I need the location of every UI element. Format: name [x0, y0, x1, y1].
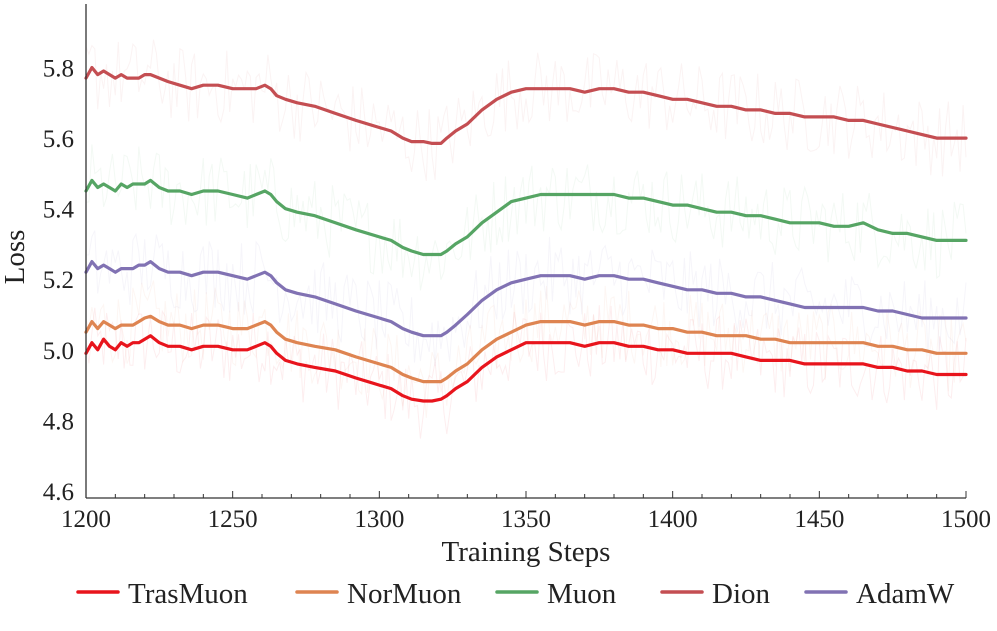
x-tick-label: 1450	[794, 506, 844, 533]
x-tick-label: 1500	[941, 506, 991, 533]
legend-label-trasmuon: TrasMuon	[128, 578, 248, 610]
x-axis-title: Training Steps	[442, 536, 611, 568]
axes-layer: 1200 1250 1300 1350 1400 1450 1500 4.6 4.8 5.0 5.…	[0, 4, 991, 568]
series-line-trasmuon	[84, 334, 968, 403]
x-tick-label: 1250	[208, 506, 258, 533]
y-axis-title: Loss	[0, 230, 31, 285]
legend-label-normuon: NorMuon	[347, 578, 462, 610]
legend-label-dion: Dion	[712, 578, 771, 610]
raw-trace-muon	[85, 144, 967, 291]
y-tick-label: 5.2	[43, 267, 74, 294]
y-tick-label: 5.6	[43, 126, 74, 153]
x-tick-label: 1200	[61, 506, 111, 533]
y-tick-label: 4.6	[43, 479, 74, 506]
series-line-normuon	[84, 314, 968, 384]
raw-trace-adamw	[85, 230, 967, 367]
y-tick-label: 5.4	[43, 197, 75, 224]
raw-trace-normuon	[85, 280, 967, 418]
y-tick-label: 5.8	[43, 56, 74, 83]
y-tick-label: 5.0	[43, 338, 74, 365]
y-ticks: 4.6 4.8 5.0 5.2 5.4 5.6 5.8	[43, 56, 75, 506]
noise-layer	[85, 39, 967, 439]
legend-label-muon: Muon	[547, 578, 617, 610]
x-tick-label: 1350	[501, 506, 551, 533]
x-ticks: 1200 1250 1300 1350 1400 1450 1500	[61, 491, 991, 533]
x-tick-label: 1300	[354, 506, 404, 533]
legend: TrasMuon NorMuon Muon Dion AdamW	[76, 578, 955, 610]
series-line-muon	[84, 178, 968, 257]
x-tick-label: 1400	[648, 506, 698, 533]
legend-label-adamw: AdamW	[856, 578, 955, 610]
y-tick-label: 4.8	[43, 408, 74, 435]
series-line-adamw	[84, 260, 968, 338]
raw-trace-dion	[85, 39, 967, 181]
series-line-dion	[84, 65, 968, 145]
series-layer	[84, 65, 968, 403]
raw-trace-trasmuon	[85, 305, 967, 439]
